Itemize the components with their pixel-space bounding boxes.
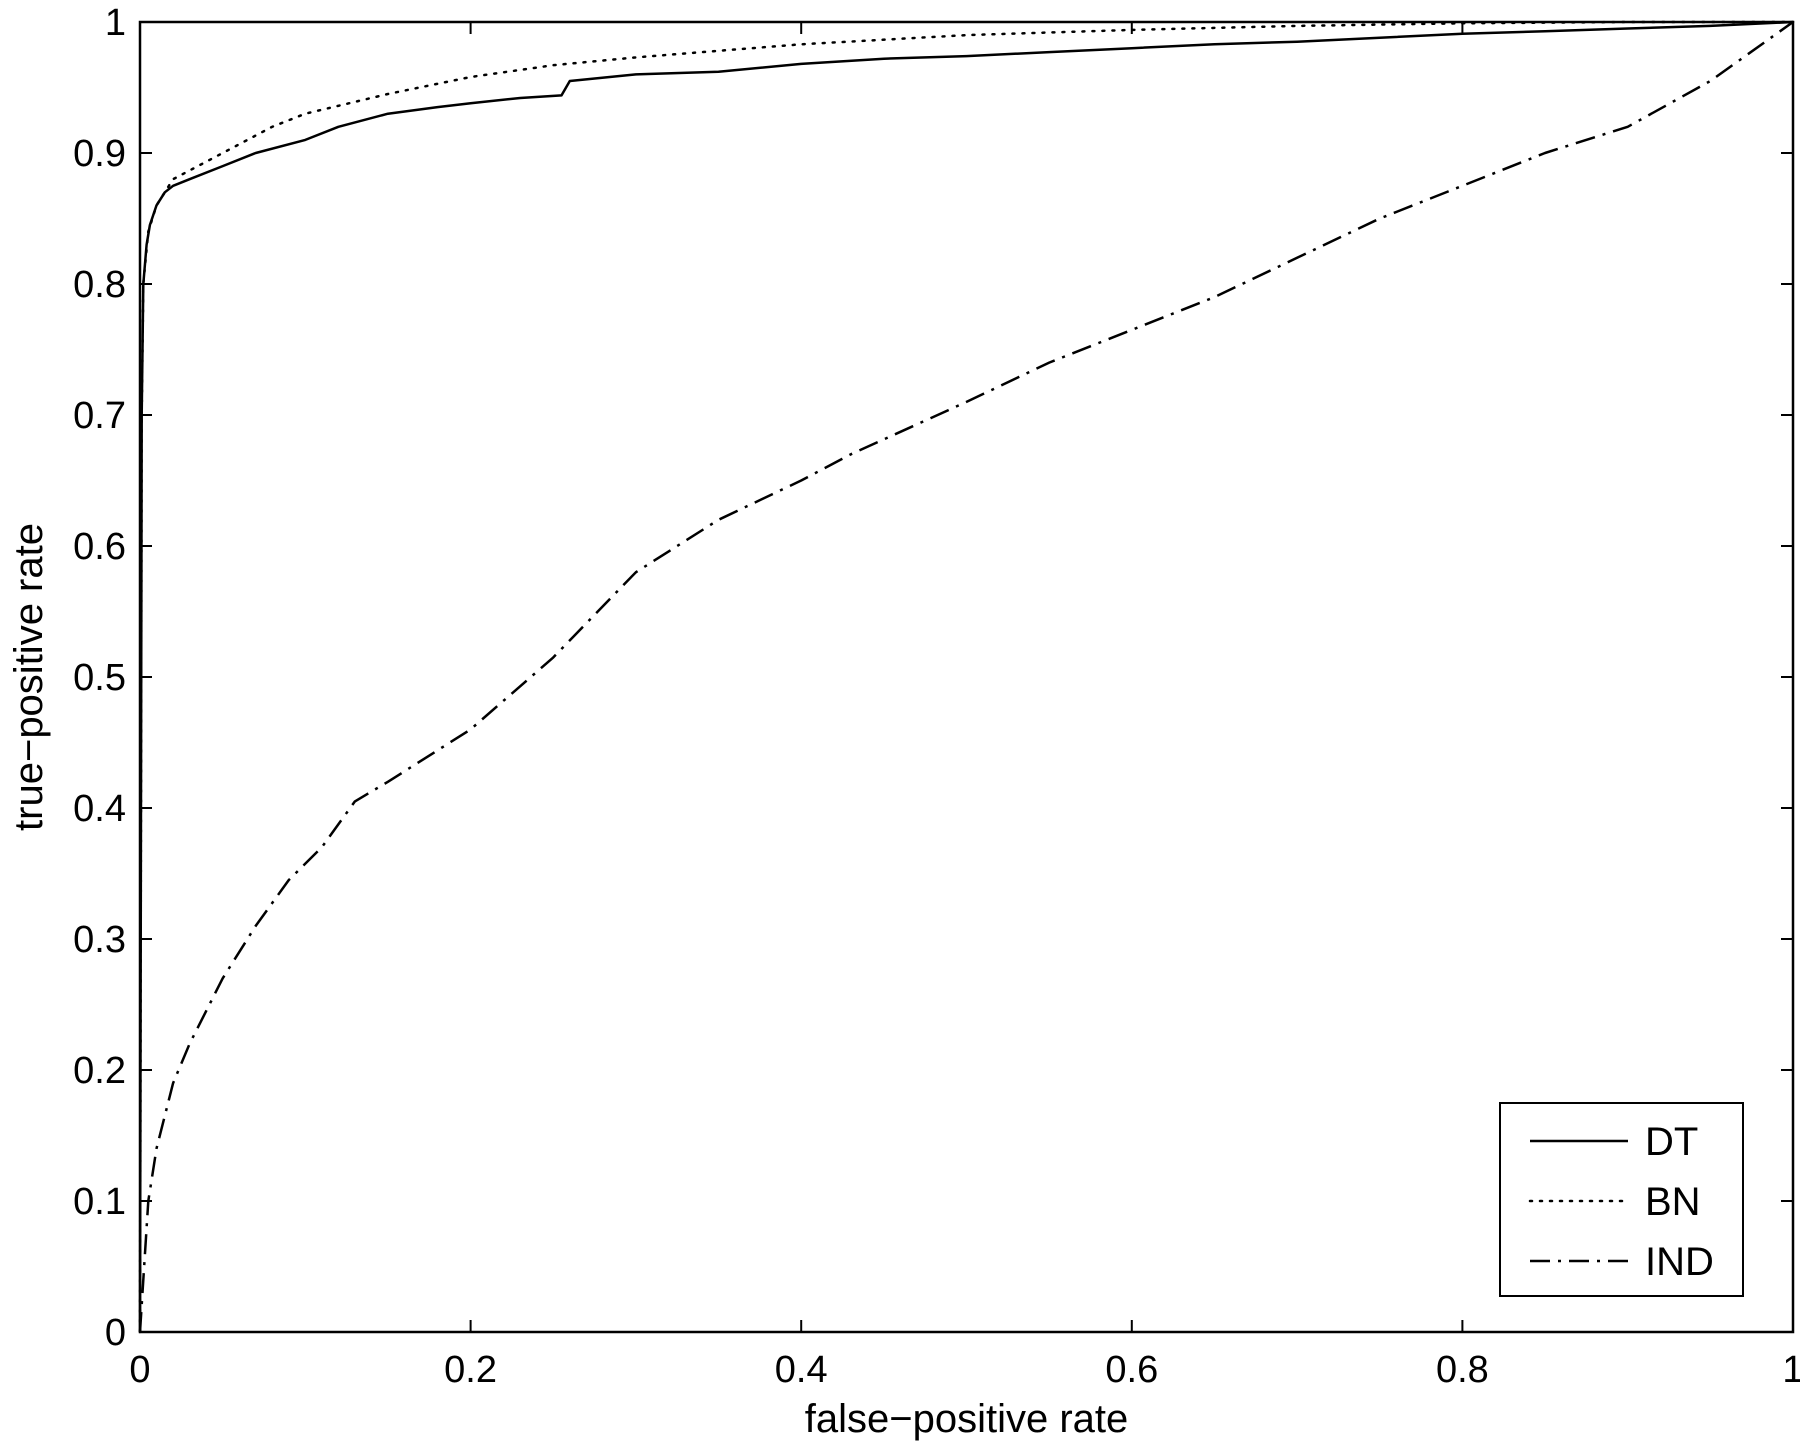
y-tick-label: 0.6 [73, 526, 126, 568]
y-tick-label: 0.5 [73, 657, 126, 699]
x-axis-label: false−positive rate [805, 1397, 1129, 1441]
x-tick-label: 0 [129, 1349, 150, 1391]
y-tick-label: 0.3 [73, 919, 126, 961]
y-tick-label: 1 [105, 2, 126, 44]
y-tick-label: 0 [105, 1312, 126, 1354]
x-tick-label: 0.8 [1436, 1349, 1489, 1391]
x-tick-label: 0.4 [775, 1349, 828, 1391]
x-tick-label: 0.2 [444, 1349, 497, 1391]
legend-label-dt: DT [1645, 1120, 1698, 1164]
series-line-bn [138, 20, 1795, 1334]
legend-label-bn: BN [1645, 1180, 1701, 1224]
y-tick-label: 0.2 [73, 1050, 126, 1092]
y-axis-label: true−positive rate [7, 523, 51, 831]
axis-tick-labels: 0 0.2 0.4 0.6 0.8 1 0 0.1 0.2 0.3 0.4 0.5 0.6 0.7 0.8 0… [73, 2, 1800, 1391]
series-line-ind [138, 20, 1794, 1333]
legend: DT BN IND [1499, 1102, 1744, 1297]
series-line-dt [138, 20, 1794, 1333]
legend-label-ind: IND [1645, 1240, 1714, 1284]
y-tick-label: 0.9 [73, 133, 126, 175]
y-tick-label: 0.1 [73, 1181, 126, 1223]
y-tick-label: 0.8 [73, 264, 126, 306]
series-layer [138, 20, 1795, 1334]
y-tick-label: 0.7 [73, 395, 126, 437]
axis-ticks [139, 21, 1794, 1333]
x-tick-label: 0.6 [1105, 1349, 1158, 1391]
legend-box [1499, 1102, 1744, 1297]
y-tick-label: 0.4 [73, 788, 126, 830]
x-tick-label: 1 [1782, 1349, 1800, 1391]
